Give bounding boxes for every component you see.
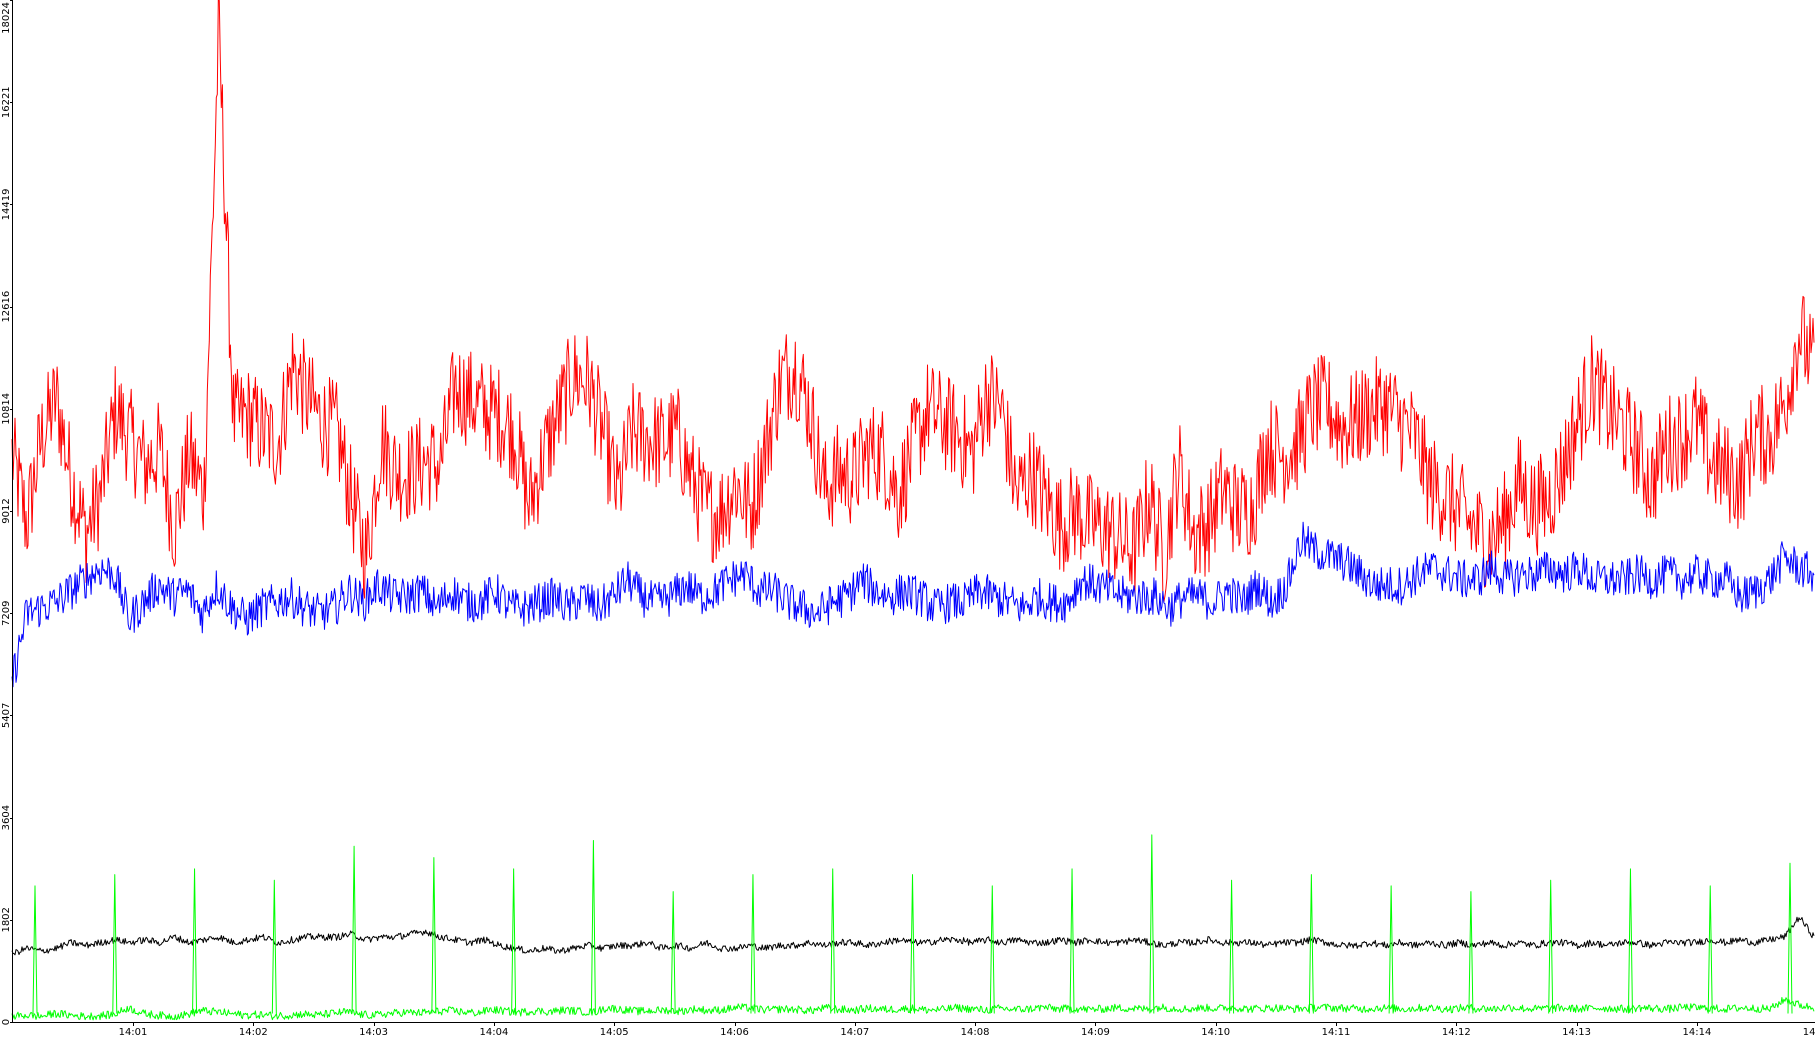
spike-mark [670, 891, 676, 1014]
x-tick-label: 14:12 [1442, 1027, 1471, 1038]
x-tick-label: 14:10 [1201, 1027, 1230, 1038]
spike-mark [192, 868, 198, 1014]
spike-mark [590, 840, 596, 1014]
series-red-line [11, 0, 1815, 602]
spike-mark [830, 868, 836, 1014]
x-tick-label: 14:09 [1081, 1027, 1110, 1038]
spike-mark [1388, 885, 1394, 1014]
x-tick-label: 14:01 [119, 1027, 148, 1038]
spike-mark [1308, 874, 1314, 1014]
spike-mark [910, 874, 915, 1014]
series-blue-line [11, 521, 1815, 688]
spike-mark [351, 845, 357, 1014]
y-tick-label: 9012 [1, 498, 12, 523]
spike-mark [1468, 891, 1474, 1014]
series-green-line [11, 997, 1815, 1021]
x-tick-label: 14:07 [840, 1027, 869, 1038]
y-tick-label: 10814 [1, 393, 12, 425]
spike-mark [989, 885, 995, 1014]
spike-mark [32, 885, 38, 1014]
x-tick-layer: 14:01 14:02 14:03 14:04 14:05 14:06 14:07 14:08… [119, 1022, 1815, 1038]
x-tick-label: 14:11 [1322, 1027, 1351, 1038]
y-tick-label: 7209 [1, 601, 12, 626]
y-tick-label: 16221 [1, 86, 12, 118]
x-tick-label: 14:14 [1682, 1027, 1711, 1038]
spike-mark [1627, 868, 1633, 1014]
spike-mark [511, 868, 517, 1014]
spike-mark [1548, 879, 1554, 1014]
y-tick-label: 1802 [1, 907, 12, 932]
spike-mark [1229, 879, 1235, 1014]
y-tick-label: 0 [1, 1019, 12, 1025]
y-tick-label: 5407 [1, 703, 12, 728]
x-tick-label: 14:05 [600, 1027, 629, 1038]
spike-mark [271, 879, 277, 1014]
spike-mark [750, 874, 756, 1014]
x-tick-label: 14:02 [239, 1027, 268, 1038]
spike-mark [1069, 868, 1075, 1014]
x-tick-label: 14:03 [359, 1027, 388, 1038]
y-tick-label: 14419 [1, 189, 12, 221]
x-tick-label: 14:15 [1803, 1027, 1815, 1038]
spike-mark [112, 874, 118, 1014]
x-tick-label: 14:13 [1562, 1027, 1591, 1038]
x-tick-label: 14:08 [961, 1027, 990, 1038]
spike-mark [1707, 885, 1713, 1014]
y-tick-layer: 0 1802 3604 5407 7209 9012 10814 12616 14419 1622… [1, 0, 13, 1025]
series-layer [11, 0, 1815, 1021]
spike-mark [1149, 834, 1155, 1014]
x-tick-label: 14:04 [479, 1027, 508, 1038]
spike-mark [431, 857, 437, 1014]
y-tick-label: 12616 [1, 291, 12, 323]
y-tick-label: 18024 [1, 2, 12, 34]
y-tick-label: 3604 [1, 805, 12, 830]
x-tick-label: 14:06 [720, 1027, 749, 1038]
spike-mark [1787, 862, 1793, 1014]
